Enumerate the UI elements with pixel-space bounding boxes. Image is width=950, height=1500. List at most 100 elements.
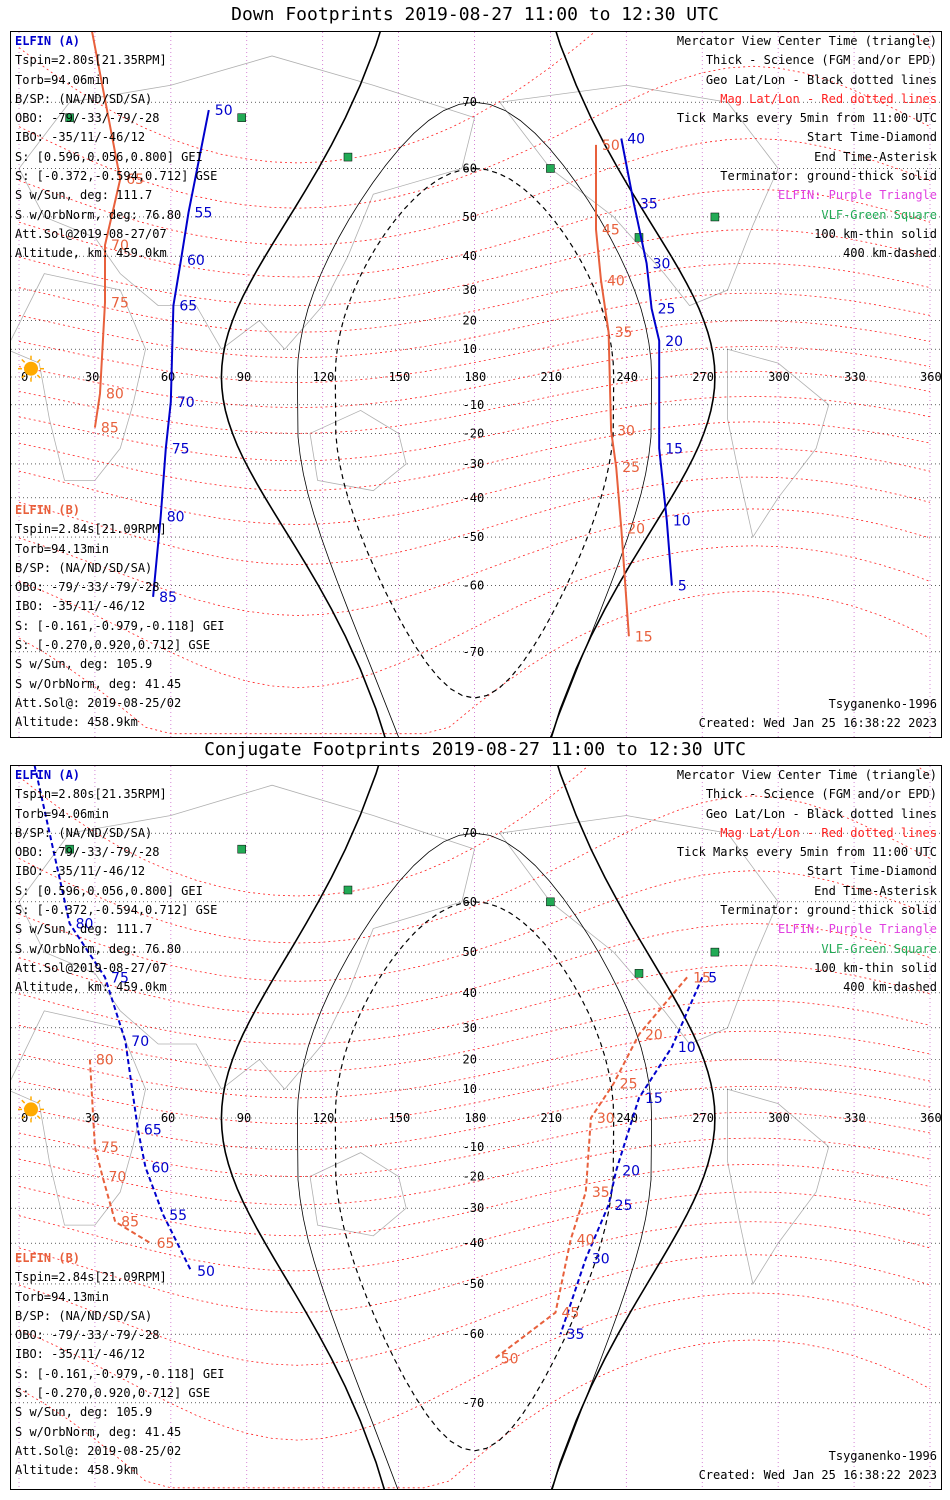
coastline-1: [11, 1010, 146, 1226]
left_a-line: Tspin=2.80s[21.35RPM]: [15, 53, 167, 68]
left_b-line: S: [-0.161,-0.979,-0.118] GEI: [15, 1366, 225, 1381]
left_b-line: Torb=94.13min: [15, 541, 109, 556]
lat-tick-label: -60: [463, 1327, 485, 1341]
elfin-a-track: [620, 138, 673, 586]
left_b-line: Altitude: 458.9km: [15, 715, 138, 730]
mag-lat-line: [18, 421, 931, 492]
coastline-0: [18, 55, 475, 350]
legend-line: Start Time-Diamond: [806, 130, 937, 145]
left_a-line: B/SP: (NA/ND/SD/SA): [15, 91, 153, 106]
coastline-0: [18, 784, 475, 1090]
sun-icon: [24, 361, 38, 376]
mag-lat-line: [18, 292, 931, 359]
elfin-b-track: [494, 976, 688, 1360]
lon-tick-label: 120: [313, 1111, 335, 1125]
elfin-b-tick-label: 30: [617, 423, 635, 439]
mag-lat-line: [18, 795, 931, 944]
elfin-b-tick-label: 85: [101, 421, 119, 437]
lon-tick-label: 300: [768, 1111, 790, 1125]
lon-tick-label: 210: [540, 1111, 562, 1125]
vlf-station-marker: [710, 212, 720, 222]
left_a-line: S w/Sun, deg: 111.7: [15, 922, 153, 937]
left_b-line: S: [-0.161,-0.979,-0.118] GEI: [15, 618, 225, 633]
elfin-a-tick-label: 10: [678, 1040, 696, 1056]
elfin-a-tick-label: 55: [195, 206, 213, 222]
left_b-line: Att.Sol@: 2019-08-25/02: [15, 695, 182, 710]
lon-tick-label: 150: [389, 1111, 411, 1125]
left_b-line: S w/OrbNorm, deg: 41.45: [15, 676, 182, 691]
left_a-line: S w/Sun, deg: 111.7: [15, 188, 153, 203]
elfin-a-tick-label: 60: [152, 1160, 170, 1176]
vlf-station-marker: [343, 885, 353, 895]
legend-line: End Time-Asterisk: [814, 149, 937, 164]
lat-tick-label: 20: [463, 314, 477, 328]
sun-ray: [36, 1115, 41, 1120]
lon-tick-label: 60: [161, 1111, 175, 1125]
elfin-b-tick-label: 50: [602, 138, 620, 154]
elfin-b-info: ELFIN (B) Tspin=2.84s[21.09RPM] Torb=94.13…: [15, 1249, 225, 1481]
lat-tick-label: -50: [463, 1277, 485, 1291]
mag-lat-line: [18, 320, 931, 383]
elfin-a-tick-label: 65: [179, 299, 197, 315]
elfin-b-tick-label: 30: [597, 1111, 615, 1127]
lat-tick-label: 40: [463, 986, 477, 1000]
lon-tick-label: 30: [85, 370, 99, 384]
elfin-a-tick-label: 50: [215, 103, 233, 119]
left_a-line: B/SP: (NA/ND/SD/SA): [15, 825, 153, 840]
left_a-line: OBO: -79/-33/-79/-28: [15, 111, 160, 126]
left_b-line: OBO: -79/-33/-79/-28: [15, 580, 160, 595]
elfin-b-tick-label: 20: [627, 522, 645, 538]
legend-line: Thick - Science (FGM and/or EPD): [705, 53, 937, 68]
lat-tick-label: -20: [463, 1169, 485, 1183]
terminator-100km: [296, 101, 653, 737]
mag-lat-line: [18, 1111, 931, 1177]
down-footprints-panel: 0 30 60 90 120 150 180 210 240 270 300 330 360 70 60 50…: [10, 31, 942, 738]
legend-line: Start Time-Diamond: [806, 864, 937, 879]
mag-lat-line: [18, 229, 931, 307]
elfin-a-tick-label: 35: [640, 197, 658, 213]
mag-lat-line: [18, 1059, 931, 1125]
legend-line: Geo Lat/Lon - Black dotted lines: [705, 806, 937, 821]
elfin-b-tick-label: 75: [111, 296, 129, 312]
elfin-b-tick-label: 85: [121, 1215, 139, 1231]
vlf-station-marker: [65, 113, 74, 122]
lat-tick-label: 70: [463, 826, 477, 840]
mag-lat-line: [18, 1191, 931, 1272]
mag-lat-line: [18, 1137, 931, 1206]
elfin-a-tick-label: 40: [627, 131, 645, 147]
mag-lat-line: [18, 65, 931, 209]
lon-tick-label: 300: [768, 370, 790, 384]
lon-tick-label: 60: [161, 370, 175, 384]
left_a-line: S: [-0.372,-0.594,0.712] GSE: [15, 169, 218, 184]
elfin-a-tick-label: 15: [665, 441, 683, 457]
mag-lat-line: [18, 999, 931, 1073]
mag-lat-line: [18, 964, 931, 1045]
sun-ray: [21, 1115, 26, 1120]
left_a-line: Att.Sol@2019-08-27/07: [15, 960, 167, 975]
elfin-a-tick-label: 15: [645, 1091, 663, 1107]
panel2-title: Conjugate Footprints 2019-08-27 11:00 to…: [204, 739, 746, 760]
vlf-station-marker: [546, 164, 555, 173]
mag-lat-line: [18, 508, 931, 616]
elfin-a-tick-label: 25: [615, 1198, 633, 1214]
legend-line: 400 km-dashed: [843, 980, 937, 995]
elfin-a-tick-label: 75: [172, 441, 190, 457]
elfin-b-tick-label: 45: [602, 222, 620, 238]
elfin-a-tick-label: 70: [177, 395, 195, 411]
left_b-line: IBO: -35/11/-46/12: [15, 1347, 146, 1362]
elfin-a-tick-label: 20: [665, 334, 683, 350]
legend-line: Terminator: ground-thick solid: [720, 903, 937, 918]
vlf-station-marker: [343, 152, 353, 162]
elfin-a-tick-label: 25: [658, 302, 676, 318]
left_a-line: Altitude, km: 459.0km: [15, 980, 167, 995]
elfin-a-tick-label: 30: [592, 1252, 610, 1268]
legend-line: Tick Marks every 5min from 11:00 UTC: [676, 111, 937, 126]
elfin-a-tick-label: 5: [708, 970, 717, 986]
elfin-b-tick-label: 35: [615, 325, 633, 341]
lat-tick-label: -50: [463, 530, 485, 544]
lon-tick-label: 0: [21, 1111, 28, 1125]
elfin-b-tick-label: 20: [645, 1027, 663, 1043]
elfin-b-tick-label: 15: [635, 629, 653, 645]
left_a-line: S w/OrbNorm, deg: 76.80: [15, 941, 182, 956]
lat-tick-label: -70: [463, 1396, 485, 1410]
